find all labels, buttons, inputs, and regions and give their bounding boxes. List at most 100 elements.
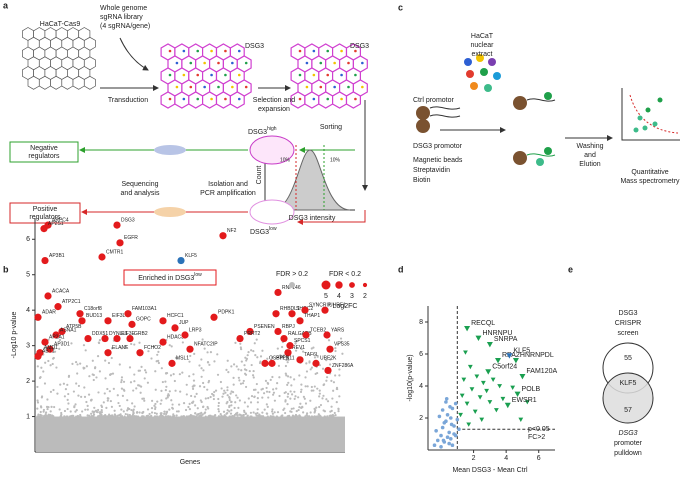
background-point (60, 411, 63, 415)
background-point (138, 411, 141, 414)
cell-dot (196, 97, 200, 101)
background-point (280, 414, 283, 417)
background-point (164, 415, 167, 418)
background-point (265, 390, 269, 393)
label-sup: low (194, 272, 202, 278)
background-point (276, 411, 280, 414)
background-point (212, 397, 215, 401)
gene-label: PDPK1 (218, 310, 235, 316)
background-point (188, 360, 191, 363)
background-point (69, 415, 72, 418)
background-point (338, 395, 341, 398)
background-point (316, 415, 319, 418)
cell (215, 91, 231, 109)
background-point (204, 415, 207, 418)
background-point (212, 393, 215, 397)
background-point (228, 405, 231, 409)
background-point (225, 368, 228, 371)
gene-point (268, 359, 276, 367)
background-point (193, 395, 197, 398)
gene-label: TAF6L (304, 352, 319, 358)
background-point (335, 386, 339, 389)
background-point (309, 368, 312, 371)
background-point (132, 408, 135, 411)
background-point (330, 405, 333, 408)
background-point (340, 340, 343, 343)
y-tick-label: 2 (26, 378, 30, 385)
gene-point (326, 345, 334, 353)
label: DSG3 promotor (413, 143, 463, 150)
background-point (240, 369, 243, 372)
background-point (107, 361, 111, 365)
cell-dot (210, 97, 213, 101)
background-point (329, 410, 332, 413)
cell-dot (231, 61, 234, 65)
background-point (246, 354, 249, 357)
background-point (243, 401, 246, 404)
protein-point (447, 441, 451, 446)
background-point (317, 413, 320, 416)
background-point (185, 393, 188, 396)
protein-point (432, 443, 437, 448)
protein-label: POLB (522, 386, 541, 393)
background-point (226, 389, 229, 392)
background-point (192, 373, 195, 376)
label: 55 (624, 355, 632, 362)
protein-point (461, 377, 467, 382)
protein-point (464, 326, 471, 332)
gene-label: NFATC2IP (194, 342, 218, 348)
background-point (200, 400, 203, 404)
cell-dot (217, 85, 220, 89)
background-point (171, 403, 174, 406)
legend-size-label: 3 (350, 293, 354, 300)
background-point (69, 410, 72, 413)
background-point (165, 397, 168, 400)
background-point (77, 394, 80, 397)
background-point (329, 414, 332, 417)
legend-size (362, 282, 368, 288)
background-point (284, 364, 288, 368)
background-point (103, 392, 106, 395)
background-point (164, 380, 167, 383)
protein-point (518, 417, 524, 422)
background-point (106, 397, 109, 400)
label: Transduction (108, 97, 148, 104)
background-point (198, 385, 202, 388)
background-point (67, 374, 71, 378)
protein-point (493, 408, 499, 413)
cell-dot (182, 73, 186, 77)
background-point (230, 400, 233, 404)
protein-point (448, 405, 452, 409)
background-point (322, 383, 325, 387)
background-point (182, 402, 186, 405)
background-point (243, 410, 246, 414)
gene-point (246, 327, 254, 336)
protein-point (464, 401, 470, 406)
background-point (330, 379, 333, 382)
background-point (262, 392, 266, 395)
gene-point (104, 349, 112, 357)
background-point (190, 414, 193, 417)
protein-label: KLF5 (513, 347, 530, 354)
background-point (100, 411, 103, 414)
background-point (161, 415, 164, 418)
background-point (216, 373, 220, 376)
background-point (38, 376, 42, 380)
cell-dot (347, 61, 350, 65)
background-point (171, 407, 174, 410)
background-point (173, 414, 176, 418)
cell-dot (361, 85, 364, 89)
background-point (271, 356, 274, 359)
gene-point (40, 225, 48, 233)
background-point (284, 411, 287, 415)
background-point (164, 412, 168, 416)
background-point (252, 411, 255, 414)
cell-dot (361, 61, 364, 65)
background-point (82, 367, 85, 370)
label: Ctrl promotor (413, 97, 455, 104)
cell-dot (244, 85, 248, 89)
background-point (253, 342, 256, 345)
background-point (117, 401, 120, 405)
protein-point (459, 393, 465, 398)
background-point (303, 397, 306, 400)
